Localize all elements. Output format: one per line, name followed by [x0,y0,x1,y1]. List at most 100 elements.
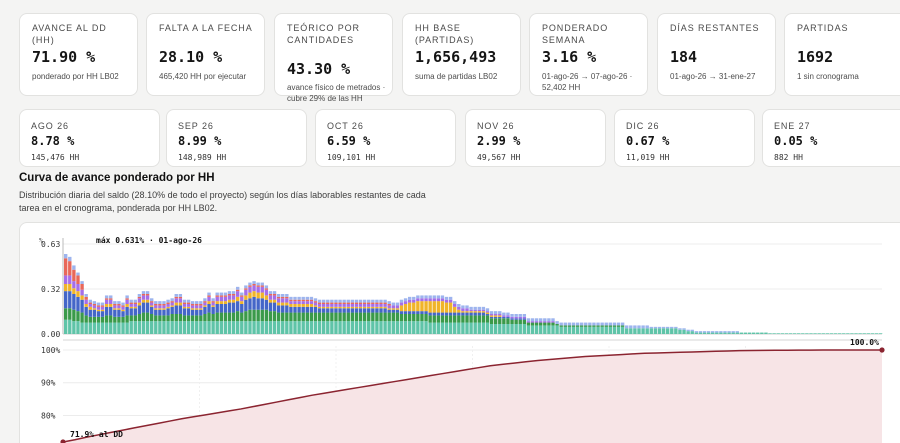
bar-segment [162,305,166,309]
kpi-value: 28.10 % [159,48,223,66]
bar-segment [190,308,195,310]
bar-segment [80,312,84,323]
bar-segment [711,331,715,333]
bar-segment [195,304,199,306]
bar-segment [68,308,72,320]
bar-segment [403,298,408,302]
bar-segment [104,299,109,304]
bar-segment [424,311,428,314]
bar-segment [276,305,281,313]
bar-segment [80,281,84,284]
bar-segment [129,302,133,304]
bar-segment [313,305,318,307]
bar-segment [109,304,113,307]
bar-segment [158,321,162,334]
month-label: NOV 26 [477,121,515,131]
month-label: AGO 26 [31,121,69,131]
bar-segment [772,333,776,334]
bar-segment [416,295,420,299]
bar-segment [104,315,109,323]
bar-segment [407,321,412,334]
bar-segment [596,322,600,326]
bar-segment [362,299,367,303]
bar-segment [313,298,318,302]
bar-segment [80,295,84,300]
bar-max-annotation: máx 0.631% · 01-ago-26 [96,236,202,245]
bar-segment [526,325,531,334]
bar-segment [268,299,273,303]
bar-segment [678,329,682,334]
bar-segment [641,328,645,334]
bar-segment [346,306,350,309]
bar-segment [465,312,469,316]
bar-segment [457,315,461,323]
bar-segment [358,299,363,303]
bar-segment [297,299,301,302]
bar-segment [256,285,260,287]
bar-segment [448,322,453,334]
kpi-card: PONDERADO SEMANA 3.16 % 01-ago-26 → 07-ago… [529,13,648,96]
bar-segment [465,311,469,313]
bar-segment [342,312,346,322]
bar-segment [465,308,469,312]
bar-segment [412,321,416,334]
bar-segment [498,315,502,317]
bar-segment [289,312,293,322]
bar-segment [121,302,125,306]
month-card: DIC 26 0.67 % 11,019 HH [614,109,755,167]
bar-segment [469,309,473,312]
bar-segment [788,333,793,334]
month-value: 8.99 % [178,134,222,148]
chart-panel: 0.00 0.32 0.63% máx 0.631% · 01-ago-26 100% 9… [19,222,900,443]
bar-segment [72,265,76,270]
bar-segment [231,312,236,322]
bar-segment [227,299,232,303]
bar-segment [383,321,387,334]
bar-segment [317,321,322,334]
bar-segment [309,312,314,322]
bar-segment [395,308,400,310]
bar-segment [367,321,371,334]
bar-segment [297,312,301,322]
bar-segment [367,312,371,322]
bar-segment [117,308,121,310]
bar-segment [145,295,150,300]
bar-segment [76,321,80,334]
bar-segment [866,333,871,334]
bar-segment [510,324,514,334]
bar-segment [338,299,342,303]
bar-segment [104,322,109,334]
bar-segment [522,324,527,334]
bar-segment [444,302,449,313]
bar-segment [489,324,494,334]
bar-segment [391,309,395,313]
bar-segment [256,309,260,322]
bar-segment [346,299,350,303]
bar-segment [100,311,105,317]
bar-segment [424,298,428,302]
bar-segment [170,302,174,306]
bar-segment [235,291,240,297]
bar-segment [178,298,183,303]
bar-segment [485,311,490,313]
bar-segment [281,321,285,334]
bar-y-unit: % [39,237,44,245]
bar-segment [92,316,97,323]
bar-segment [219,304,223,313]
bar-segment [129,308,133,316]
bar-segment [334,299,338,303]
bar-segment [264,299,269,310]
bar-segment [534,321,539,323]
bar-segment [493,324,498,334]
bar-segment [256,282,260,286]
bar-segment [403,304,408,312]
bar-segment [248,285,252,287]
bar-segment [649,328,653,334]
bar-segment [309,301,314,304]
bar-segment [842,333,846,334]
bar-segment [600,325,604,327]
bar-segment [657,328,662,334]
kpi-value: 184 [670,48,698,66]
bar-segment [362,304,367,307]
bar-segment [354,302,359,304]
